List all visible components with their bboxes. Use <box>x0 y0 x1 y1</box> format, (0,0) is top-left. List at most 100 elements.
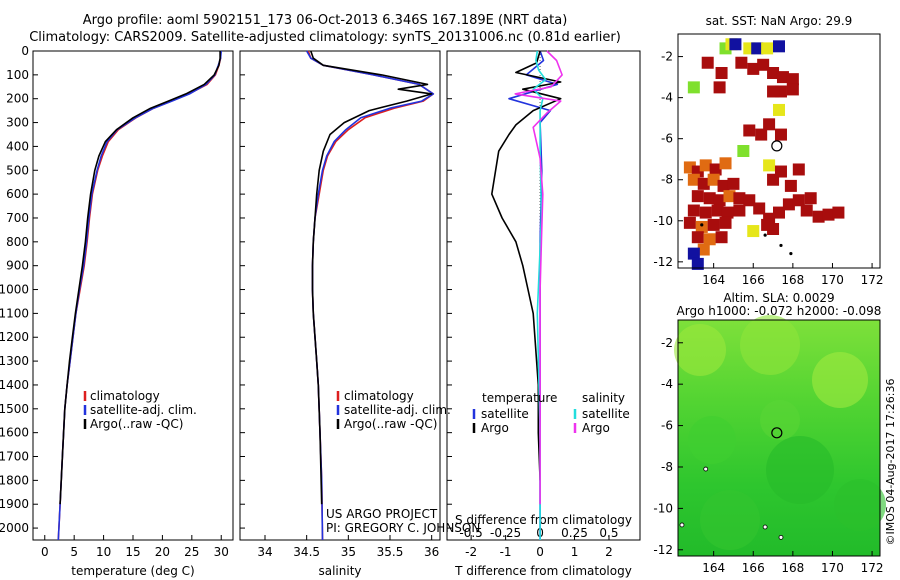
sla-map-subtitle: Argo h1000: -0.072 h2000: -0.098 <box>677 304 882 318</box>
sst-map-cell <box>699 159 712 172</box>
salinity-difference-tick-label: -0.25 <box>490 526 521 540</box>
sst-map-lon-tick-label: 164 <box>702 273 725 287</box>
sla-map-frame <box>677 319 881 557</box>
salinity-plot-frame <box>239 50 441 541</box>
sst-map-cell <box>723 190 736 203</box>
sst-map-cell <box>743 124 756 137</box>
sla-map-lat-tick-label: -10 <box>653 501 673 515</box>
sst-map-cell <box>735 56 748 69</box>
sst-map-lon-tick-label: 168 <box>781 273 804 287</box>
sst-map-cell <box>774 165 787 178</box>
sst-map-cell <box>711 204 724 217</box>
depth-tick-label: 500 <box>6 163 29 177</box>
salinity-difference-tick-label: 0.25 <box>561 526 588 540</box>
salinity-difference-axis-label: S difference from climatology <box>455 513 632 527</box>
difference-axis-tick-label: 1 <box>571 545 579 559</box>
sst-map-cell <box>715 67 728 79</box>
temperature-axis-tick-label: 30 <box>214 545 229 559</box>
sst-map-cell <box>755 128 768 141</box>
salinity-axis-tick-label: 34.5 <box>293 545 320 559</box>
depth-tick-label: 1300 <box>0 354 29 368</box>
depth-tick-label: 200 <box>6 92 29 106</box>
depth-tick-label: 2000 <box>0 521 29 535</box>
sst-map-cell <box>703 192 716 205</box>
sst-map-cell <box>822 208 835 221</box>
sla-map-lat-tick-label: -6 <box>661 419 673 433</box>
depth-tick-label: 1700 <box>0 450 29 464</box>
sst-map-cell <box>713 81 726 94</box>
sst-map-cell <box>753 202 766 215</box>
sst-map-cell <box>715 231 728 244</box>
sst-map-cell <box>743 194 756 207</box>
difference-plot-frame <box>446 50 641 541</box>
difference-legend-label: Argo <box>481 421 509 435</box>
sst-map-profile-marker <box>771 140 783 152</box>
sst-map-cell <box>697 177 710 190</box>
salinity-series-line <box>306 50 435 541</box>
sla-map-island <box>762 524 768 530</box>
temperature-axis-tick-label: 5 <box>70 545 78 559</box>
sst-map-cell <box>687 247 700 260</box>
sla-map-lon-tick-label: 166 <box>742 561 765 575</box>
sla-map-anomaly-patch <box>766 436 834 504</box>
salinity-difference-tick-label: 0.5 <box>599 526 618 540</box>
difference-series-line <box>490 50 562 481</box>
sst-map-lat-tick-label: -6 <box>661 132 673 146</box>
imos-credit-label: ©IMOS 04-Aug-2017 17:26:36 <box>884 379 897 546</box>
sst-map-cell <box>776 71 789 84</box>
depth-tick-label: 600 <box>6 187 29 201</box>
depth-tick-label: 1400 <box>0 378 29 392</box>
sla-map-lat-tick-label: -4 <box>661 377 673 391</box>
sst-map-cell <box>713 194 726 207</box>
sst-map-lon-tick-label: 170 <box>821 273 844 287</box>
sst-map-cell <box>792 163 805 176</box>
sla-map-anomaly-patch <box>812 352 868 408</box>
sla-map-island <box>778 534 784 540</box>
sst-map-cell <box>751 42 764 55</box>
sst-map-cell <box>717 179 730 192</box>
sst-map-cell <box>767 67 780 79</box>
sst-map-cell <box>773 40 785 53</box>
sst-map-cell <box>733 204 746 217</box>
difference-axis-tick-label: 2 <box>605 545 613 559</box>
salinity-legend-label: climatology <box>344 389 414 403</box>
depth-tick-label: 700 <box>6 211 29 225</box>
sst-map-cell <box>804 192 817 205</box>
sst-map-lat-tick-label: -12 <box>653 255 673 269</box>
sst-map-cell <box>792 194 805 207</box>
sst-map-cell <box>763 159 776 172</box>
difference-legend-label: Argo <box>582 421 610 435</box>
sst-map-cell <box>709 163 722 176</box>
sla-map-lon-tick-label: 164 <box>702 561 725 575</box>
difference-series-line <box>532 50 547 540</box>
sst-map-lon-tick-label: 172 <box>861 273 884 287</box>
sla-map-lat-tick-label: -12 <box>653 543 673 557</box>
sla-map-anomaly-patch <box>674 324 726 376</box>
sst-map-cell <box>707 173 720 186</box>
sst-map-cell <box>747 62 760 75</box>
sst-map-island <box>700 223 704 227</box>
depth-tick-label: 400 <box>6 139 29 153</box>
figure-title: Argo profile: aoml 5902151_173 06-Oct-20… <box>82 13 568 28</box>
sla-map-anomaly-patch <box>740 315 800 375</box>
salinity-series-line <box>307 50 435 541</box>
sla-map-lon-tick-label: 168 <box>781 561 804 575</box>
sst-map-island <box>779 243 783 248</box>
sst-map-frame <box>677 33 881 269</box>
difference-axis-tick-label: -2 <box>465 545 477 559</box>
depth-tick-label: 800 <box>6 235 29 249</box>
sla-map-anomaly-patch <box>760 400 800 440</box>
sla-map-title: Altim. SLA: 0.0029 <box>723 291 834 305</box>
sst-map-cell <box>683 216 696 229</box>
salinity-axis-tick-label: 34 <box>257 545 272 559</box>
temperature-legend-label: Argo(..raw -QC) <box>90 417 183 431</box>
sst-map-cell <box>832 206 845 219</box>
temperature-axis-tick-label: 20 <box>155 545 170 559</box>
sst-map-cell <box>695 220 708 233</box>
temperature-series-line <box>57 51 222 541</box>
salinity-axis-tick-label: 35 <box>341 545 356 559</box>
sla-map-lon-tick-label: 172 <box>861 561 884 575</box>
sst-map-island <box>789 252 793 256</box>
